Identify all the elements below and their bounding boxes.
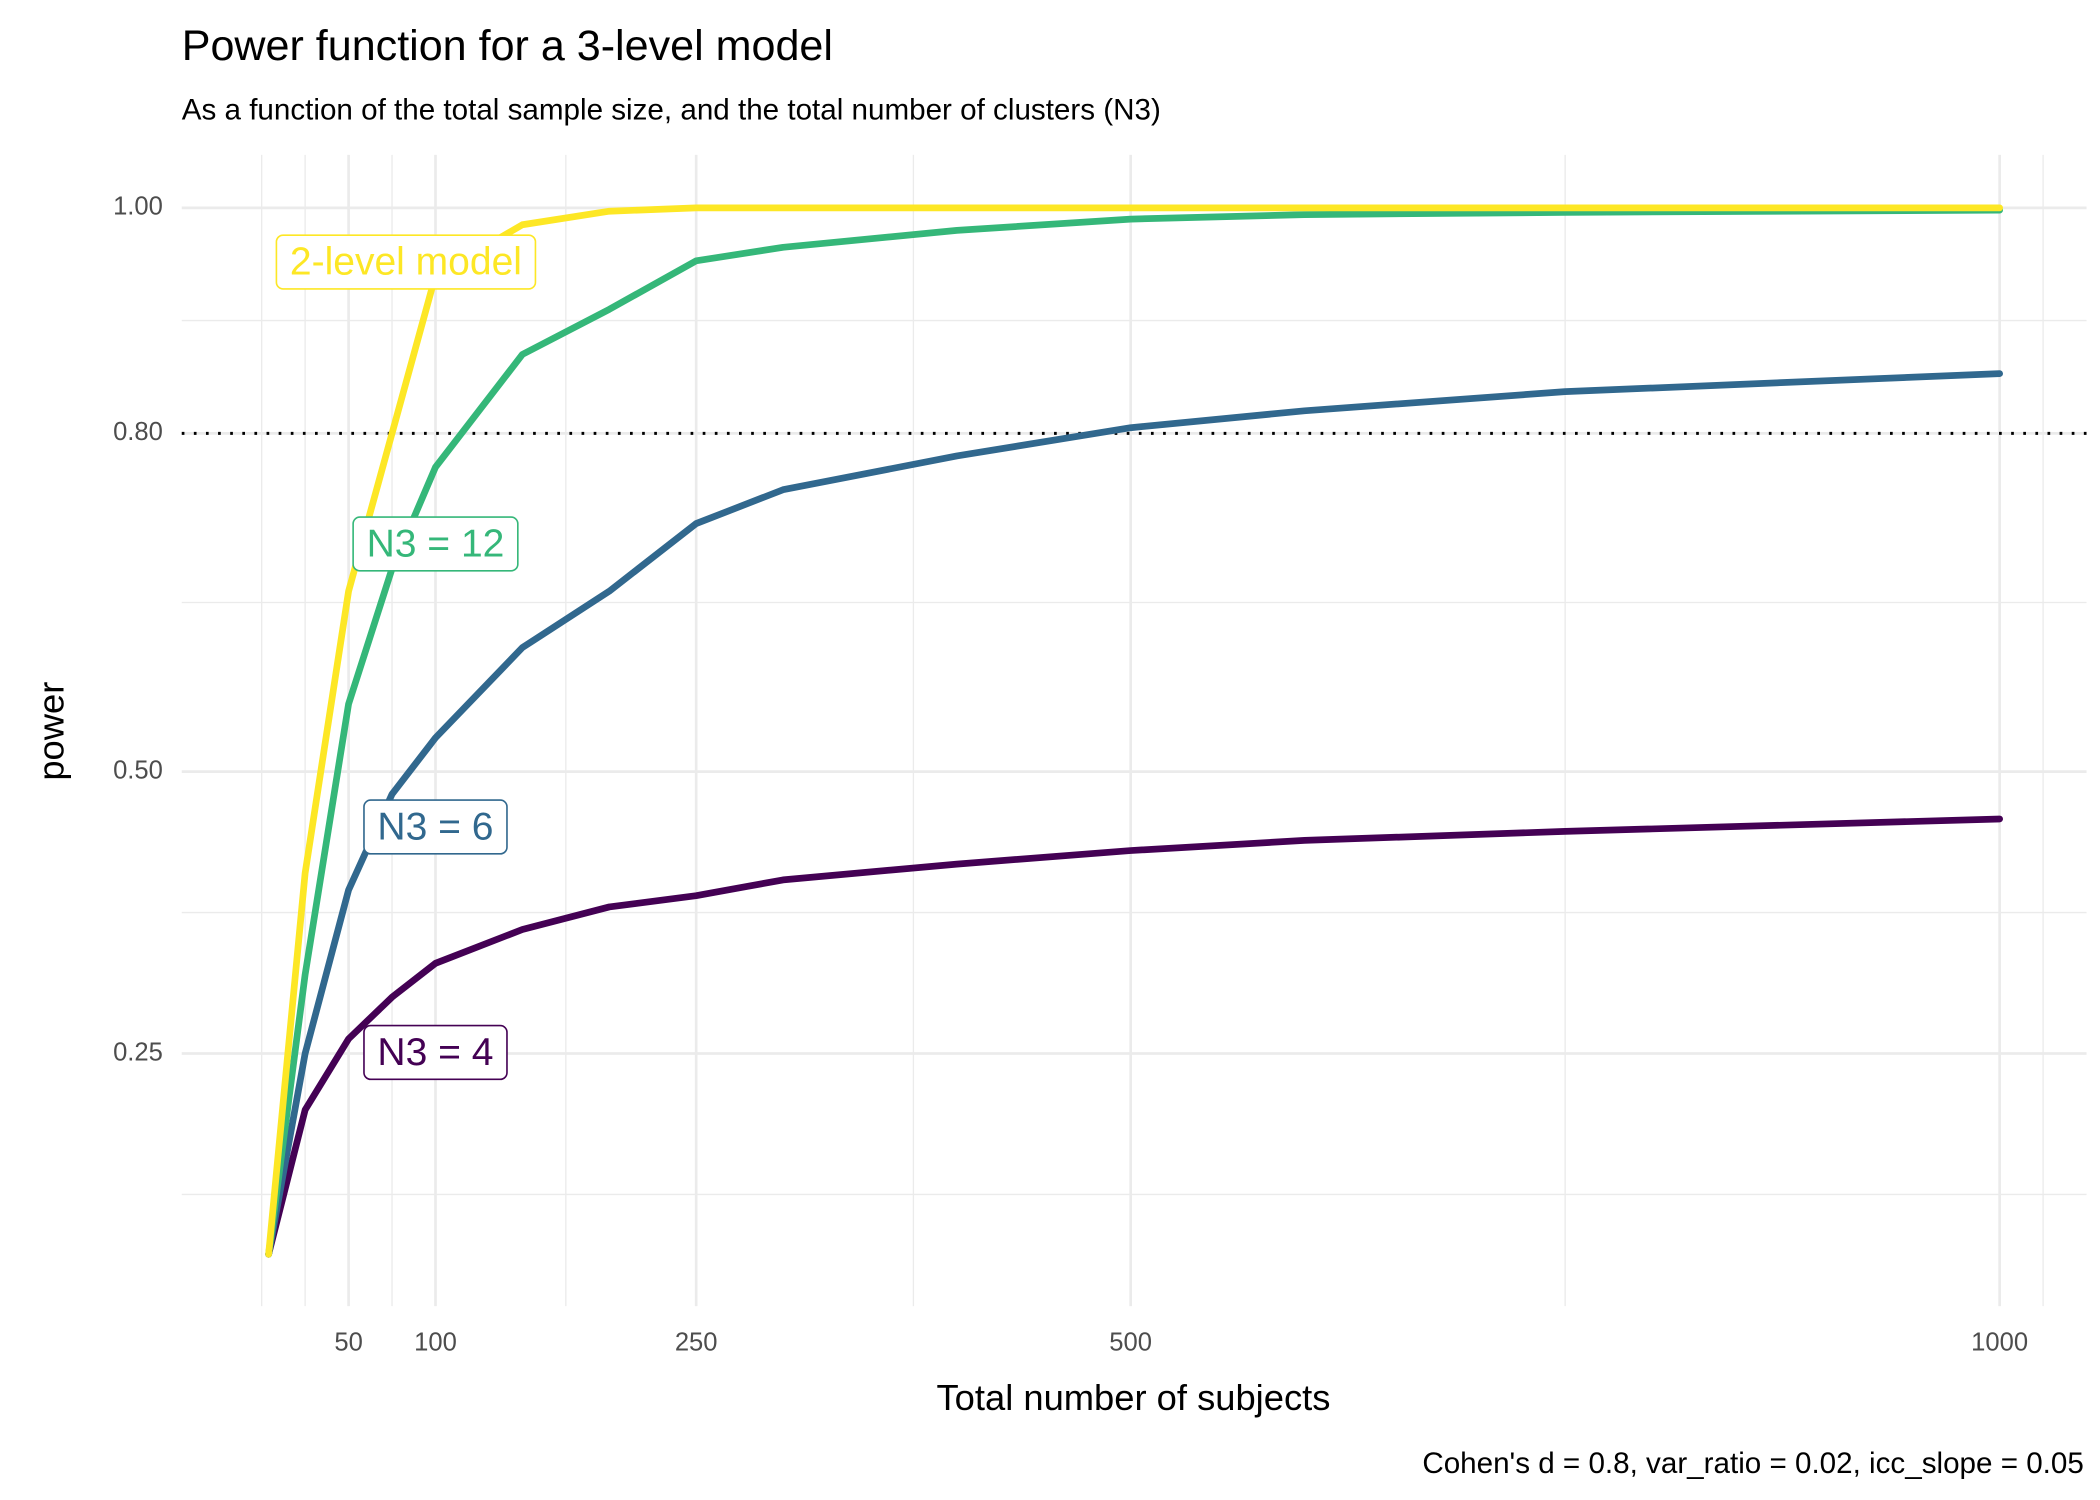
series-label-text: N3 = 4 bbox=[377, 1031, 493, 1074]
series-label: N3 = 6 bbox=[363, 799, 508, 855]
series-label-text: N3 = 6 bbox=[377, 805, 493, 848]
series-label: 2-level model bbox=[275, 234, 537, 290]
y-tick-label: 0.25 bbox=[113, 1038, 163, 1066]
x-axis-title: Total number of subjects bbox=[937, 1377, 1331, 1418]
y-tick-label: 0.80 bbox=[113, 418, 163, 446]
x-tick-label: 100 bbox=[414, 1329, 457, 1357]
label-box bbox=[352, 516, 519, 572]
label-box bbox=[275, 234, 537, 290]
x-tick-label: 500 bbox=[1109, 1329, 1152, 1357]
x-tick-label: 1000 bbox=[1971, 1329, 2028, 1357]
y-tick-label: 1.00 bbox=[113, 193, 163, 221]
series-line bbox=[265, 815, 2004, 1258]
label-box bbox=[363, 1024, 508, 1081]
series-line bbox=[265, 370, 2004, 1258]
y-tick-label: 0.50 bbox=[113, 756, 163, 784]
x-tick-label: 250 bbox=[675, 1329, 718, 1357]
series-line bbox=[265, 204, 2004, 1258]
x-tick-label: 50 bbox=[334, 1329, 362, 1357]
y-axis-title: power bbox=[30, 682, 71, 781]
series-label-text: N3 = 12 bbox=[367, 522, 505, 565]
chart-subtitle: As a function of the total sample size, … bbox=[182, 94, 1161, 127]
series-label: N3 = 12 bbox=[352, 516, 519, 572]
series-line bbox=[265, 206, 2004, 1258]
label-box bbox=[363, 799, 508, 855]
series-label: N3 = 4 bbox=[363, 1024, 508, 1081]
chart-title: Power function for a 3-level model bbox=[182, 22, 833, 70]
caption: Cohen's d = 0.8, var_ratio = 0.02, icc_s… bbox=[1422, 1447, 2084, 1480]
series-label-text: 2-level model bbox=[290, 241, 522, 284]
